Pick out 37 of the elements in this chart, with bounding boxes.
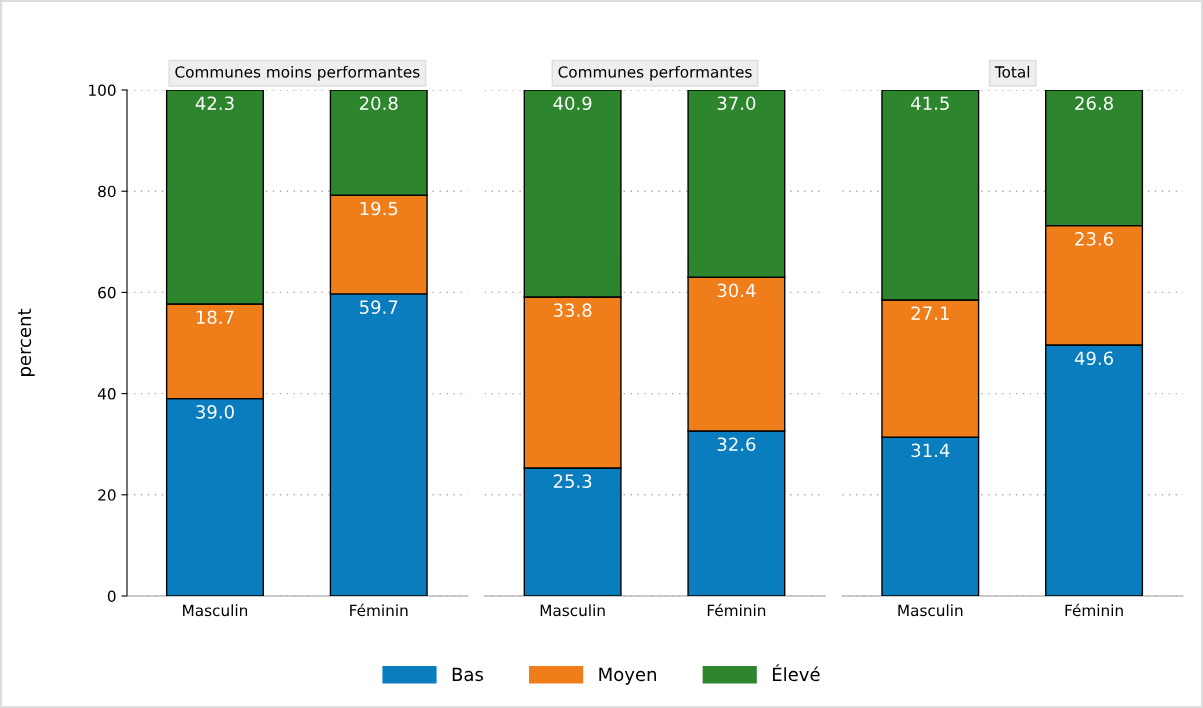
data-label: 59.7 [360, 300, 398, 314]
data-label: 39.0 [196, 405, 234, 419]
data-label: 31.4 [911, 443, 950, 458]
data-label: 27.1 [911, 306, 949, 320]
data-label: 25.3 [553, 474, 592, 489]
chart-title: Communes moins performantes [175, 65, 420, 81]
data-label: 42.3 [195, 96, 234, 111]
legend-label: Élevé [773, 664, 820, 682]
legend-label: Bas [452, 667, 483, 682]
y-tick-label: 40 [97, 388, 116, 400]
y-tick-label: 60 [98, 286, 116, 299]
data-label: 32.6 [717, 437, 756, 452]
data-label: 30.4 [717, 283, 756, 298]
y-tick-label: 100 [89, 84, 116, 97]
y-tick-label: 0 [107, 590, 116, 603]
legend-label: Moyen [599, 667, 656, 685]
data-label: 33.8 [553, 303, 592, 317]
data-label: 18.7 [196, 310, 234, 325]
data-label: 49.6 [1074, 351, 1114, 366]
y-tick-label: 20 [98, 489, 116, 501]
data-label: 40.9 [553, 96, 592, 111]
data-label: 19.5 [360, 201, 398, 216]
data-label: 37.0 [717, 96, 756, 111]
data-label: 41.5 [911, 96, 949, 111]
x-tick-label: Féminin [707, 603, 766, 617]
data-label: 23.6 [1075, 232, 1114, 246]
y-tick-label: 80 [98, 185, 116, 198]
chart-title: Total [994, 65, 1030, 78]
y-axis-title: percent [18, 308, 35, 376]
data-label: 20.8 [359, 96, 398, 111]
chart-title: Communes performantes [558, 65, 752, 81]
x-tick-label: Masculin [183, 604, 248, 617]
x-tick-label: Féminin [350, 603, 408, 617]
x-tick-label: Féminin [1065, 603, 1123, 617]
data-label: 26.8 [1075, 96, 1113, 111]
x-tick-label: Masculin [898, 604, 963, 617]
x-tick-label: Masculin [540, 604, 605, 617]
